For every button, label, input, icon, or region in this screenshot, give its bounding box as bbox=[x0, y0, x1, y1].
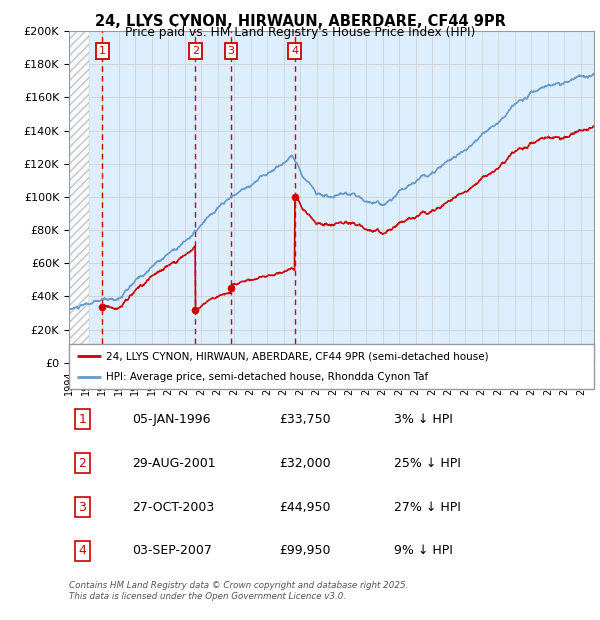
Text: Price paid vs. HM Land Registry's House Price Index (HPI): Price paid vs. HM Land Registry's House … bbox=[125, 26, 475, 39]
Text: HPI: Average price, semi-detached house, Rhondda Cynon Taf: HPI: Average price, semi-detached house,… bbox=[106, 371, 428, 382]
Text: 29-AUG-2001: 29-AUG-2001 bbox=[132, 457, 215, 470]
Text: 05-JAN-1996: 05-JAN-1996 bbox=[132, 413, 211, 426]
Text: 2: 2 bbox=[192, 46, 199, 56]
Text: 4: 4 bbox=[78, 544, 86, 557]
Text: 03-SEP-2007: 03-SEP-2007 bbox=[132, 544, 212, 557]
Text: 24, LLYS CYNON, HIRWAUN, ABERDARE, CF44 9PR: 24, LLYS CYNON, HIRWAUN, ABERDARE, CF44 … bbox=[95, 14, 505, 29]
Text: 27% ↓ HPI: 27% ↓ HPI bbox=[395, 500, 461, 513]
Text: Contains HM Land Registry data © Crown copyright and database right 2025.: Contains HM Land Registry data © Crown c… bbox=[69, 581, 409, 590]
Text: £33,750: £33,750 bbox=[279, 413, 331, 426]
Text: 25% ↓ HPI: 25% ↓ HPI bbox=[395, 457, 461, 470]
Text: 4: 4 bbox=[291, 46, 298, 56]
Text: 2: 2 bbox=[78, 457, 86, 470]
Text: 9% ↓ HPI: 9% ↓ HPI bbox=[395, 544, 454, 557]
Text: £32,000: £32,000 bbox=[279, 457, 331, 470]
Text: 3% ↓ HPI: 3% ↓ HPI bbox=[395, 413, 454, 426]
Text: 1: 1 bbox=[99, 46, 106, 56]
Text: 3: 3 bbox=[78, 500, 86, 513]
Bar bbox=[69, 31, 89, 363]
Text: 1: 1 bbox=[78, 413, 86, 426]
Text: This data is licensed under the Open Government Licence v3.0.: This data is licensed under the Open Gov… bbox=[69, 592, 346, 601]
Text: 24, LLYS CYNON, HIRWAUN, ABERDARE, CF44 9PR (semi-detached house): 24, LLYS CYNON, HIRWAUN, ABERDARE, CF44 … bbox=[106, 351, 488, 361]
Text: £44,950: £44,950 bbox=[279, 500, 331, 513]
Text: £99,950: £99,950 bbox=[279, 544, 331, 557]
FancyBboxPatch shape bbox=[69, 344, 594, 389]
Text: 27-OCT-2003: 27-OCT-2003 bbox=[132, 500, 214, 513]
Text: 3: 3 bbox=[227, 46, 235, 56]
